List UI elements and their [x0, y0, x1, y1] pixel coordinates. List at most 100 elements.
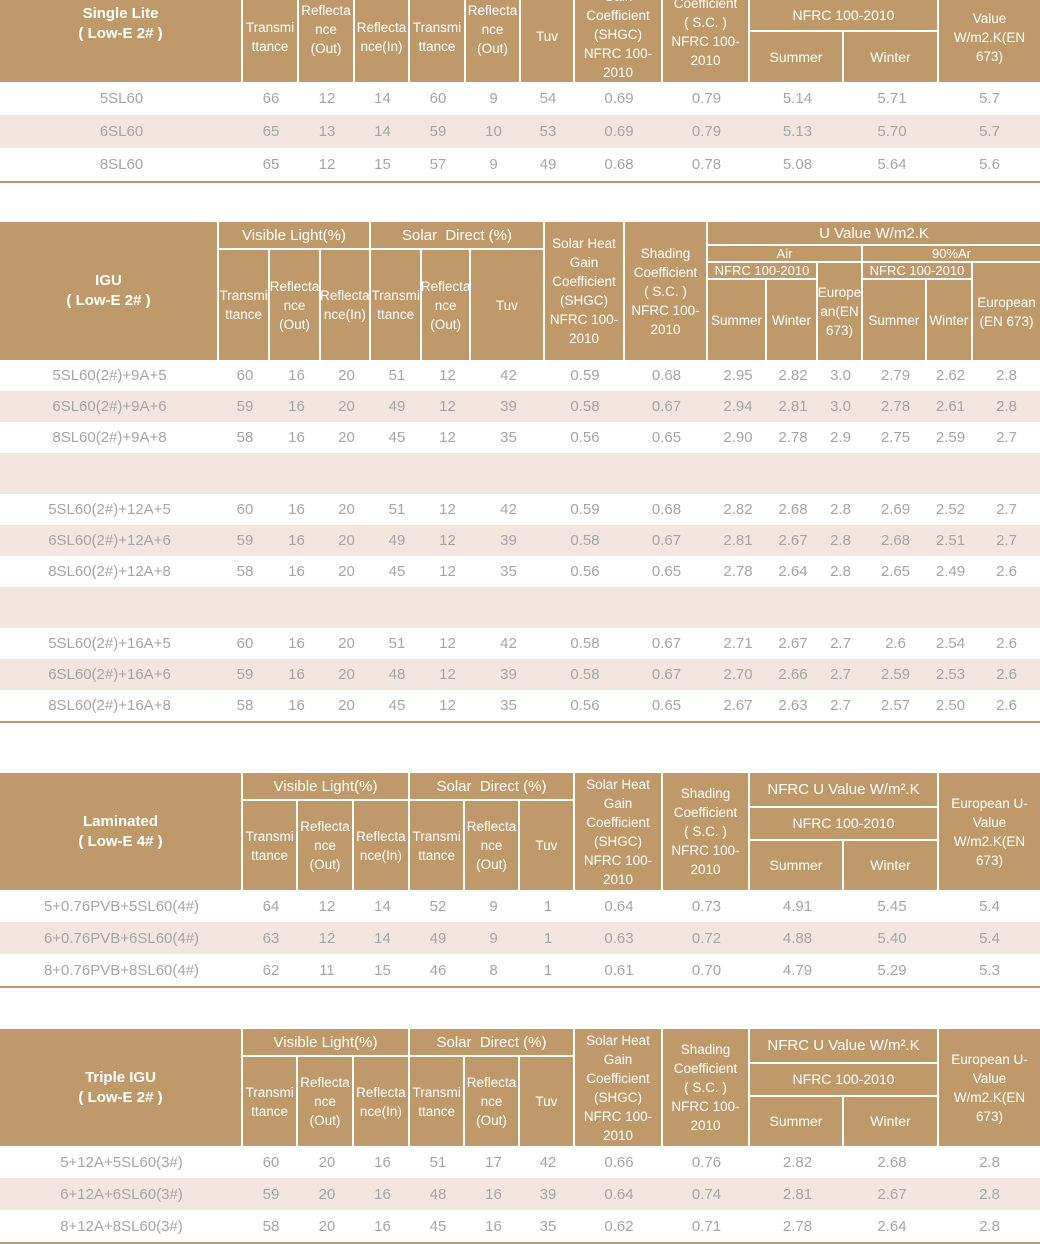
- data-cell: 15: [374, 961, 391, 979]
- header-reflectance-out: Reflecta nce (Out): [299, 0, 355, 82]
- row-name: 8SL60(2#)+9A+8: [52, 429, 167, 446]
- visible-light-label: Visible Light(%): [243, 1029, 408, 1057]
- data-cell: 1: [543, 961, 553, 979]
- data-cell: 49: [429, 929, 447, 947]
- data-cell: 42: [500, 501, 517, 518]
- data-cell: 2.78: [782, 1217, 813, 1235]
- header-summer: Summer: [750, 841, 844, 890]
- header-shading-coefficient: Coefficient ( S.C. ) NFRC 100- 2010: [663, 0, 750, 82]
- header-winter: Winter: [929, 312, 969, 328]
- data-cell: 5.64: [877, 156, 907, 173]
- data-cell: 2.8: [830, 563, 851, 580]
- header-shgc: Solar Heat Gain Coefficient (SHGC) NFRC …: [545, 222, 625, 360]
- row-name: 6+0.76PVB+6SL60(4#): [43, 929, 200, 947]
- data-cell: 5.7: [979, 123, 1000, 140]
- header-european-en673-argon: European (EN 673): [977, 294, 1036, 329]
- data-cell: 2.82: [782, 1153, 813, 1171]
- data-cell: 2.7: [996, 501, 1017, 518]
- visible-light-columns: Transmi ttance Reflecta nce (Out) Reflecta…: [243, 801, 408, 890]
- data-cell: 59: [236, 666, 254, 683]
- data-cell: 0.79: [691, 123, 722, 140]
- row-name: 8+12A+8SL60(3#): [60, 1217, 183, 1235]
- u-value-halves: Air NFRC 100-2010 Summer Winter Europe an(EN…: [708, 246, 1040, 360]
- data-cell: 2.75: [880, 429, 911, 446]
- data-cell: 14: [374, 90, 391, 107]
- data-cell: 39: [500, 398, 517, 415]
- data-cell: 2.67: [778, 635, 808, 652]
- data-cell: 58: [236, 429, 254, 446]
- header-transmittance-solar: Transmi ttance: [410, 1057, 466, 1146]
- data-cell: 12: [318, 897, 336, 915]
- header-winter: Winter: [870, 48, 911, 65]
- data-cell: 2.52: [935, 501, 966, 518]
- header-shading-coefficient: Shading Coefficient ( S.C. ) NFRC 100- 2…: [663, 1029, 750, 1146]
- table-row: 6SL60(2#)+16A+6 59 16 20 48 12 39 0.58 0.67 2.70 2…: [0, 659, 1040, 690]
- data-cell: 2.8: [979, 1153, 1000, 1171]
- table-title: Laminated ( Low-E 4# ): [0, 773, 243, 890]
- data-cell: 2.59: [880, 666, 911, 683]
- data-cell: 0.59: [570, 501, 600, 518]
- data-cell: 51: [388, 635, 406, 652]
- data-cell: 2.71: [723, 635, 753, 652]
- table-row: 5+12A+5SL60(3#) 60 20 16 51 17 42 0.66 0.76 2.82 2…: [0, 1146, 1040, 1178]
- data-cell: 2.59: [935, 429, 966, 446]
- data-cell: 0.65: [651, 563, 682, 580]
- header-shgc: Gain Coefficient (SHGC) NFRC 100- 2010: [575, 0, 663, 82]
- data-cell: 2.81: [723, 532, 753, 549]
- data-cell: 16: [288, 697, 305, 714]
- solar-direct-columns: Transmi ttance Reflecta nce (Out) Tuv: [371, 250, 543, 360]
- data-cell: 48: [388, 666, 406, 683]
- data-cell: 5.3: [979, 961, 1000, 979]
- header-summer: Summer: [750, 1097, 844, 1146]
- header-shading-coefficient: Shading Coefficient ( S.C. ) NFRC 100- 2…: [625, 222, 708, 360]
- data-cell: 9: [489, 90, 498, 107]
- air-body: NFRC 100-2010 Summer Winter Europe an(EN 67…: [708, 263, 861, 360]
- data-cell: 2.63: [778, 697, 808, 714]
- header-european-u-value: European U- Value W/m2.K(EN 673): [951, 1051, 1028, 1124]
- data-cell: 49: [388, 398, 406, 415]
- data-cell: 1: [543, 929, 553, 947]
- header-nfrc-100-2010: NFRC 100-2010: [750, 808, 937, 841]
- row-name: 5+0.76PVB+5SL60(4#): [43, 897, 200, 915]
- data-cell: 2.54: [935, 635, 966, 652]
- solar-direct-label: Solar Direct (%): [410, 1029, 573, 1057]
- data-cell: 14: [374, 897, 391, 915]
- data-cell: 17: [485, 1153, 502, 1171]
- header-winter: Winter: [870, 1113, 911, 1129]
- data-cell: 16: [288, 501, 305, 518]
- header-reflectance-out: Reflecta nce (Out): [298, 1057, 354, 1146]
- data-cell: 2.6: [996, 563, 1017, 580]
- data-cell: 5.4: [979, 897, 1000, 915]
- header-reflectance-out-solar: Reflecta nce (Out): [466, 0, 521, 82]
- data-cell: 2.69: [880, 501, 911, 518]
- data-cell: 52: [429, 897, 447, 915]
- data-cell: 0.70: [691, 961, 722, 979]
- data-cell: 42: [500, 635, 517, 652]
- data-cell: 4.88: [782, 929, 813, 947]
- data-cell: 2.81: [782, 1185, 813, 1203]
- data-cell: 58: [236, 563, 254, 580]
- data-cell: 16: [374, 1153, 391, 1171]
- data-cell: 16: [288, 635, 305, 652]
- data-cell: 5.6: [979, 156, 1000, 173]
- data-cell: 45: [429, 1217, 447, 1235]
- data-cell: 0.69: [604, 123, 634, 140]
- row-name: 5SL60(2#)+12A+5: [48, 501, 171, 518]
- solar-direct-group: Solar Direct (%) Transmi ttance Reflecta n…: [410, 773, 575, 890]
- data-cell: 0.58: [570, 398, 600, 415]
- table-row: 8+0.76PVB+8SL60(4#) 62 11 15 46 8 1 0.61 0.70 4.7…: [0, 954, 1040, 986]
- data-cell: 63: [262, 929, 280, 947]
- data-cell: 20: [338, 429, 355, 446]
- data-cell: 9: [489, 156, 498, 173]
- data-cell: 20: [318, 1185, 336, 1203]
- table-row: 5SL60(2#)+9A+5 60 16 20 51 12 42 0.59 0.68 2.95 2.…: [0, 360, 1040, 391]
- table-row: 5SL60 66 12 14 60 9 54 0.69 0.79 5.14 5.71 5.7: [0, 82, 1040, 115]
- data-cell: 11: [319, 961, 335, 979]
- nfrc-u-group: NFRC U Value W/m².K NFRC 100-2010 Summer Wi…: [750, 773, 939, 890]
- visible-light-columns: Transmi ttance Reflecta nce (Out) Reflecta…: [243, 1057, 408, 1146]
- data-cell: 16: [288, 429, 305, 446]
- header-tuv: Tuv: [535, 1094, 558, 1109]
- table-igu: IGU ( Low-E 2# ) Visible Light(%) Transmi …: [0, 222, 1040, 723]
- data-cell: 45: [388, 697, 406, 714]
- data-cell: 60: [262, 1153, 280, 1171]
